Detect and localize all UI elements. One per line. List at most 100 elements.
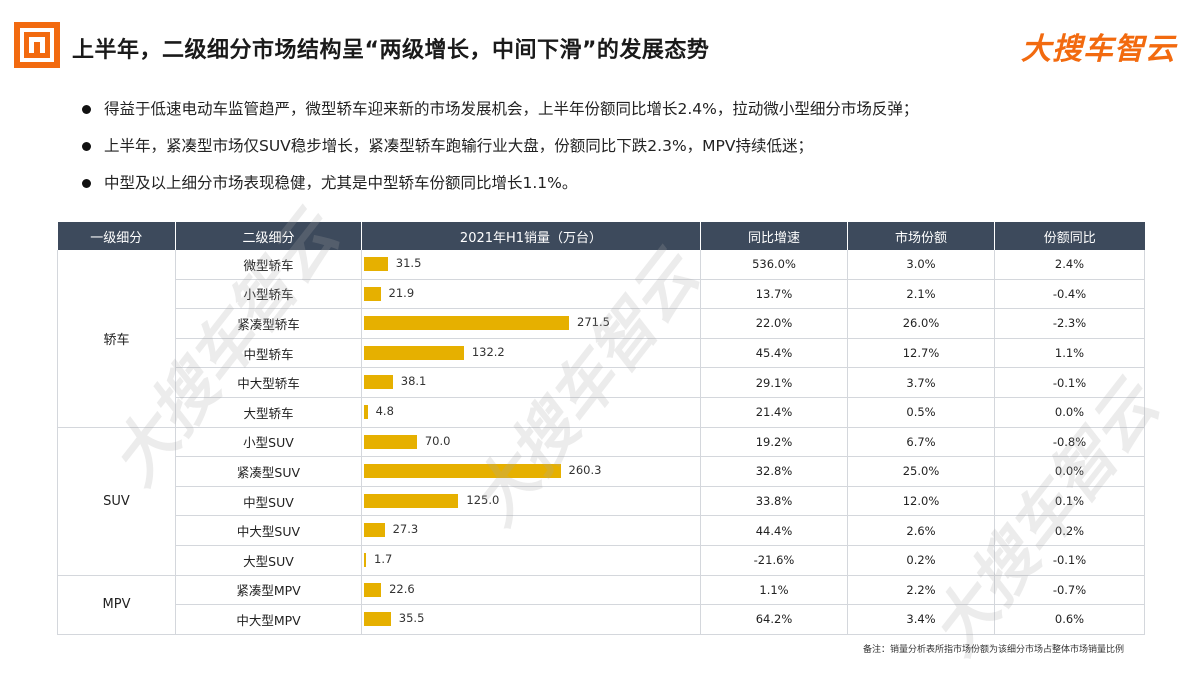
sales-bar [364, 493, 459, 508]
sales-bar-cell: 38.1 [361, 367, 701, 398]
sales-bar-cell: 4.8 [361, 397, 701, 428]
table-row: 紧凑型SUV 260.3 32.8% 25.0% 0.0% [58, 456, 1145, 487]
yoy-cell: 13.7% [700, 279, 848, 310]
bullet-text: 得益于低速电动车监管趋严，微型轿车迎来新的市场发展机会，上半年份额同比增长2.4… [104, 100, 919, 118]
level2-segment-cell: 紧凑型SUV [175, 456, 362, 487]
table-row: SUV 小型SUV 70.0 19.2% 6.7% -0.8% [57, 427, 1145, 576]
table-row: 中大型轿车 38.1 29.1% 3.7% -0.1% [58, 367, 1145, 398]
segment-table-wrapper: 一级细分 二级细分 2021年H1销量（万台） 同比增速 市场份额 份额同比 轿… [57, 222, 1145, 635]
table-body: 轿车 微型轿车 31.5 536.0% 3.0% 2.4% 小型轿车 21.9 13.7% 2.1… [57, 250, 1145, 635]
share-cell: 3.7% [847, 367, 995, 398]
share-cell: 6.7% [847, 427, 995, 458]
bullet-item: 中型及以上细分市场表现稳健，尤其是中型轿车份额同比增长1.1%。 [80, 170, 1180, 207]
share-cell: 12.7% [847, 338, 995, 369]
sales-bar [364, 552, 366, 567]
column-header: 二级细分 [175, 222, 362, 250]
column-header: 市场份额 [847, 222, 995, 250]
share-yoy-cell: 2.4% [994, 250, 1145, 280]
table-row: 中型SUV 125.0 33.8% 12.0% 0.1% [58, 486, 1145, 517]
sales-bar [364, 345, 464, 360]
share-yoy-cell: -0.1% [994, 367, 1145, 398]
level2-segment-cell: 大型轿车 [175, 397, 362, 428]
table-row: MPV 紧凑型MPV 22.6 1.1% 2.2% -0.7% [57, 575, 1145, 635]
share-yoy-cell: -0.8% [994, 427, 1145, 458]
bullet-text: 中型及以上细分市场表现稳健，尤其是中型轿车份额同比增长1.1%。 [104, 174, 578, 192]
sales-bar [364, 464, 561, 479]
level2-segment-cell: 微型轿车 [175, 250, 362, 280]
share-yoy-cell: 0.2% [994, 515, 1145, 546]
level1-segment-cell: SUV [57, 427, 176, 576]
sales-bar-cell: 70.0 [361, 427, 701, 458]
level2-segment-cell: 中大型SUV [175, 515, 362, 546]
yoy-cell: -21.6% [700, 545, 848, 576]
sales-bar-label: 22.6 [389, 581, 415, 596]
table-row: 中大型SUV 27.3 44.4% 2.6% 0.2% [58, 515, 1145, 546]
sales-bar [364, 404, 368, 419]
yoy-cell: 22.0% [700, 308, 848, 339]
level2-segment-cell: 紧凑型轿车 [175, 308, 362, 339]
share-yoy-cell: 0.0% [994, 397, 1145, 428]
sales-bar-label: 132.2 [471, 344, 505, 359]
share-cell: 26.0% [847, 308, 995, 339]
sales-bar-label: 21.9 [388, 285, 415, 300]
sales-bar-label: 70.0 [424, 433, 451, 448]
sales-bar-label: 4.8 [375, 403, 394, 418]
sales-bar-label: 260.3 [568, 463, 602, 478]
sales-bar [364, 257, 388, 271]
sales-bar-cell: 125.0 [361, 486, 701, 517]
level2-segment-cell: 大型SUV [175, 545, 362, 576]
level2-segment-cell: 紧凑型MPV [175, 575, 362, 606]
sales-bar-label: 1.7 [374, 551, 393, 566]
sales-bar-cell: 1.7 [361, 545, 701, 576]
sales-bar [364, 523, 385, 538]
sales-bar [364, 286, 381, 301]
bullet-list: 得益于低速电动车监管趋严，微型轿车迎来新的市场发展机会，上半年份额同比增长2.4… [80, 96, 1180, 207]
footnote: 备注：销量分析表所指市场份额为该细分市场占整体市场销量比例 [862, 645, 1124, 655]
sales-bar-cell: 260.3 [361, 456, 701, 487]
bullet-item: 得益于低速电动车监管趋严，微型轿车迎来新的市场发展机会，上半年份额同比增长2.4… [80, 96, 1180, 133]
yoy-cell: 44.4% [700, 515, 848, 546]
share-cell: 2.6% [847, 515, 995, 546]
yoy-cell: 29.1% [700, 367, 848, 398]
column-header: 2021年H1销量（万台） [361, 222, 701, 250]
bullet-item: 上半年，紧凑型市场仅SUV稳步增长，紧凑型轿车跑输行业大盘，份额同比下跌2.3%… [80, 133, 1180, 170]
table-row: 大型轿车 4.8 21.4% 0.5% 0.0% [58, 397, 1145, 428]
bullet-dot-icon [82, 105, 91, 114]
sales-bar-cell: 271.5 [361, 308, 701, 339]
table-row: 小型轿车 21.9 13.7% 2.1% -0.4% [58, 279, 1145, 310]
sales-bar-label: 31.5 [395, 256, 422, 270]
sales-bar-cell: 22.6 [361, 575, 701, 606]
sales-bar [364, 434, 417, 449]
yoy-cell: 19.2% [700, 427, 848, 458]
brand-logo: 大搜车智云 [1021, 32, 1176, 67]
table-header-row: 一级细分 二级细分 2021年H1销量（万台） 同比增速 市场份额 份额同比 [57, 222, 1145, 250]
column-header: 一级细分 [57, 222, 176, 250]
level2-segment-cell: 中型轿车 [175, 338, 362, 369]
table-row: 紧凑型轿车 271.5 22.0% 26.0% -2.3% [58, 308, 1145, 339]
bullet-dot-icon [82, 142, 91, 151]
share-cell: 2.1% [847, 279, 995, 310]
sales-bar-label: 271.5 [577, 315, 610, 330]
share-cell: 3.4% [847, 604, 995, 635]
yoy-cell: 536.0% [700, 250, 848, 280]
sales-bar-cell: 27.3 [361, 515, 701, 546]
sales-bar-label: 38.1 [400, 374, 427, 389]
share-yoy-cell: 0.1% [994, 486, 1145, 517]
sales-bar [364, 612, 391, 627]
yoy-cell: 21.4% [700, 397, 848, 428]
sales-bar-cell: 21.9 [361, 279, 701, 310]
yoy-cell: 1.1% [700, 575, 848, 606]
table-row: 大型SUV 1.7 -21.6% 0.2% -0.1% [58, 545, 1145, 576]
share-yoy-cell: -2.3% [994, 308, 1145, 339]
bullet-text: 上半年，紧凑型市场仅SUV稳步增长，紧凑型轿车跑输行业大盘，份额同比下跌2.3%… [104, 137, 813, 155]
yoy-cell: 45.4% [700, 338, 848, 369]
share-cell: 2.2% [847, 575, 995, 606]
level2-segment-cell: 中大型轿车 [175, 367, 362, 398]
level2-segment-cell: 小型轿车 [175, 279, 362, 310]
sales-bar [364, 582, 382, 597]
level1-segment-cell: MPV [57, 575, 176, 635]
table-row: 轿车 微型轿车 31.5 536.0% 3.0% 2.4% [57, 250, 1145, 428]
share-cell: 0.2% [847, 545, 995, 576]
share-yoy-cell: 0.6% [994, 604, 1145, 635]
sales-bar-label: 35.5 [398, 611, 425, 626]
